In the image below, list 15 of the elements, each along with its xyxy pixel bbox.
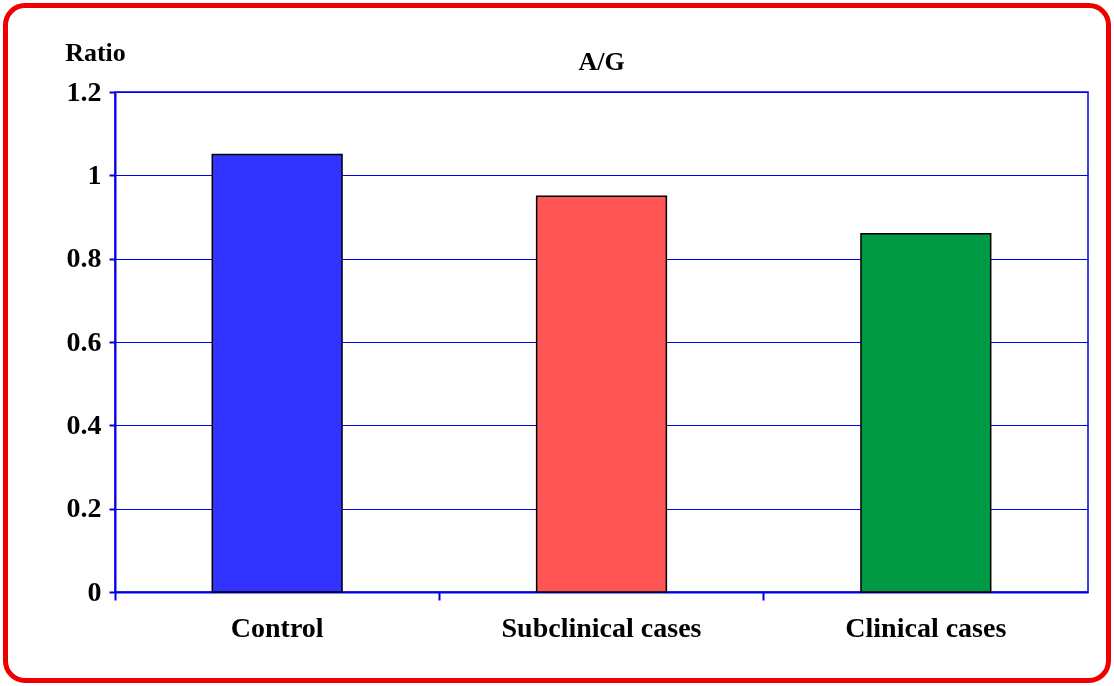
y-tick-label: 0.2	[66, 492, 102, 524]
y-tick-label: 1	[87, 158, 102, 190]
x-tick-label: Control	[230, 611, 324, 643]
bar	[860, 232, 992, 593]
y-tick-label: 0.4	[66, 408, 102, 440]
x-tick-label: Clinical cases	[845, 611, 1007, 643]
y-tick-label: 0	[87, 575, 102, 607]
bar	[211, 153, 343, 593]
x-tick-label: Subclinical cases	[501, 611, 702, 643]
y-tick-label: 0.8	[66, 242, 102, 274]
bar	[535, 195, 668, 593]
y-axis-title: Ratio	[65, 37, 126, 67]
y-tick-label: 0.6	[66, 325, 102, 357]
chart-title: A/G	[578, 47, 625, 76]
y-tick-label: 1.2	[66, 75, 102, 107]
